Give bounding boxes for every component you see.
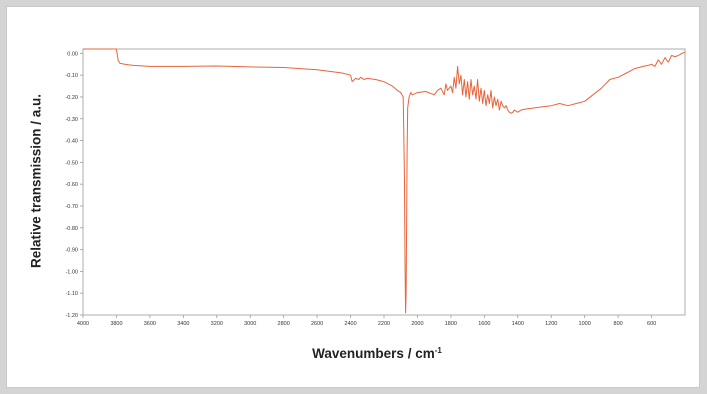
x-axis-title-text: Wavenumbers / cm — [312, 346, 435, 361]
y-tick-label: -0.30 — [65, 117, 78, 123]
x-tick-label: 1600 — [478, 321, 490, 327]
spectrum-line-0 — [83, 48, 686, 314]
x-tick-label: 2400 — [344, 321, 356, 327]
x-tick-label: 1400 — [512, 321, 524, 327]
x-tick-label: 3800 — [110, 321, 122, 327]
x-tick-label: 600 — [647, 321, 656, 327]
x-tick-label: 800 — [614, 321, 623, 327]
y-axis-title: Relative transmission / a.u. — [28, 93, 44, 269]
y-tick-label: -1.20 — [65, 313, 78, 319]
x-axis-title: Wavenumbers / cm-1 — [312, 346, 442, 361]
x-tick-label: 2200 — [378, 321, 390, 327]
x-tick-label: 2000 — [411, 321, 423, 327]
y-tick-label: -0.10 — [65, 73, 78, 79]
x-tick-label: 1800 — [445, 321, 457, 327]
x-tick-label: 3000 — [244, 321, 256, 327]
chart-frame — [6, 6, 700, 388]
y-tick-label: -0.80 — [65, 226, 78, 232]
x-tick-label: 1200 — [545, 321, 557, 327]
y-tick-label: 0.00 — [67, 51, 78, 57]
y-tick-label: -0.50 — [65, 160, 78, 166]
y-tick-label: -0.70 — [65, 204, 78, 210]
x-tick-label: 3600 — [144, 321, 156, 327]
x-axis-title-superscript: -1 — [434, 346, 442, 355]
y-tick-label: -0.60 — [65, 182, 78, 188]
y-tick-label: -0.90 — [65, 248, 78, 254]
y-tick-label: -0.20 — [65, 95, 78, 101]
x-tick-label: 3400 — [177, 321, 189, 327]
x-tick-label: 2600 — [311, 321, 323, 327]
x-tick-label: 3200 — [211, 321, 223, 327]
plot-area-border — [82, 48, 686, 316]
y-tick-label: -1.10 — [65, 291, 78, 297]
x-tick-label: 2800 — [278, 321, 290, 327]
x-tick-label: 4000 — [77, 321, 89, 327]
y-tick-label: -0.40 — [65, 139, 78, 145]
y-tick-label: -1.00 — [65, 269, 78, 275]
x-tick-label: 1000 — [579, 321, 591, 327]
